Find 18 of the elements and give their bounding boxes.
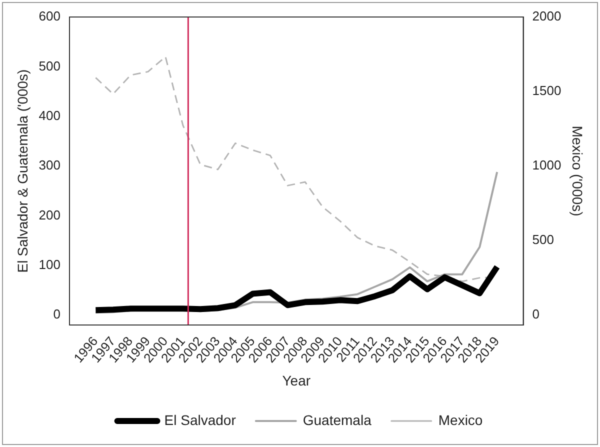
y2-tick-label: 0 bbox=[532, 306, 540, 322]
y-tick-label: 300 bbox=[38, 158, 60, 173]
y-axis-title: El Salvador & Guatemala ('000s) bbox=[14, 69, 30, 273]
y2-axis-title: Mexico ('000s) bbox=[570, 126, 586, 216]
y-tick-label: 600 bbox=[38, 8, 60, 24]
y-tick-label: 400 bbox=[38, 108, 60, 123]
y2-tick-label: 2000 bbox=[532, 8, 562, 24]
y2-tick-label: 500 bbox=[532, 232, 554, 248]
x-axis-title: Year bbox=[282, 372, 311, 388]
y-tick-label: 200 bbox=[38, 207, 60, 222]
legend-label: Guatemala bbox=[302, 412, 372, 428]
y2-tick-label: 1500 bbox=[532, 83, 562, 98]
y2-tick-label: 1000 bbox=[532, 158, 562, 173]
legend-label: El Salvador bbox=[164, 412, 236, 428]
y-tick-label: 100 bbox=[38, 256, 60, 272]
y-tick-label: 500 bbox=[38, 58, 60, 74]
y-tick-label: 0 bbox=[53, 306, 60, 322]
legend-label: Mexico bbox=[438, 412, 483, 428]
